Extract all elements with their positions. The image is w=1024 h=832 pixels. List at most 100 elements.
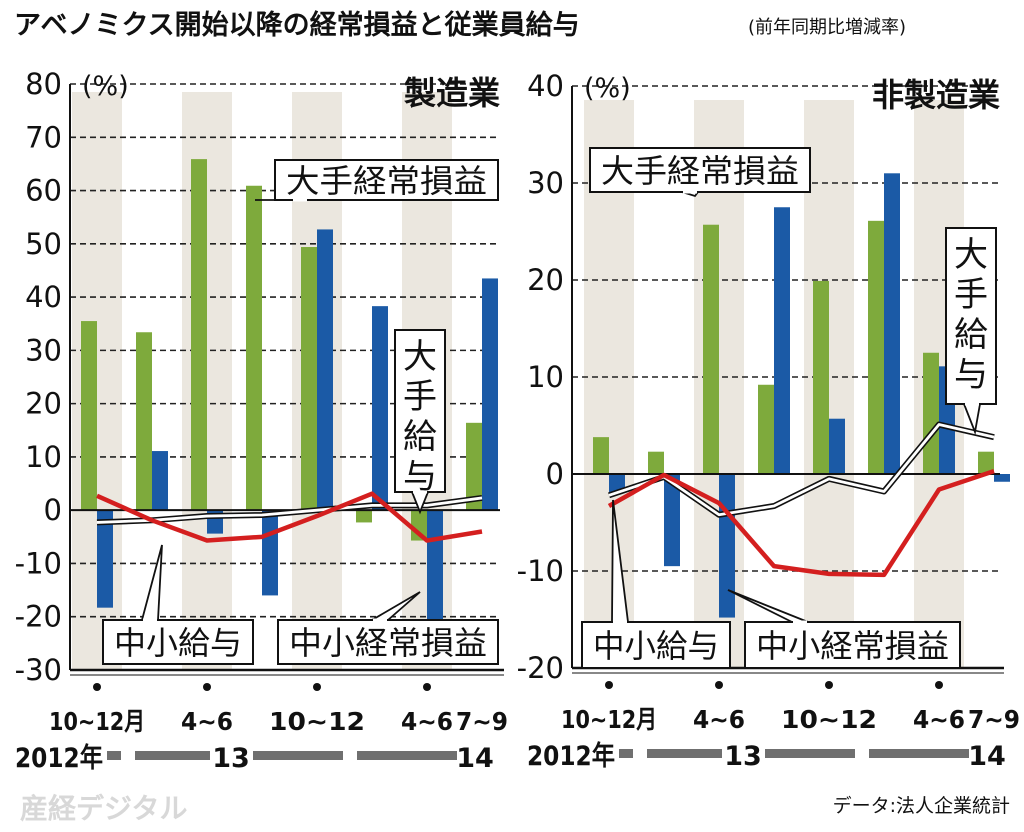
line-small-wage [607,468,995,578]
callout-label: 大手経常損益 [601,152,799,190]
callout-pointer [727,589,809,623]
bar-large-profit [301,247,317,511]
bar-small-profit [829,418,845,474]
year-label: 2012年 [527,740,615,772]
bar-small-profit [994,474,1010,482]
callout-pointer [371,591,421,621]
bar-small-profit [774,207,790,474]
x-tick-dot [935,681,943,689]
chart-title: アベノミクス開始以降の経常損益と従業員給与 [14,9,580,41]
callout-label: 中小給与 [114,624,242,662]
callout: 中小給与 [102,544,254,665]
y-tick-label: -30 [15,653,62,687]
bar-large-profit [81,321,97,511]
callout-label: 大手経常損益 [286,162,487,200]
x-tick-label: 4~6 [913,705,965,734]
callout-box [277,619,499,665]
callout: 中小経常損益 [277,591,499,665]
y-tick-label: 0 [546,457,564,491]
callout-box [744,621,961,669]
callout-char: 給 [954,315,988,355]
bar-large-profit [356,510,372,523]
shaded-band [584,100,634,668]
y-tick-label: 10 [25,440,62,474]
y-tick-label: 30 [25,333,62,367]
year-label: 2012年 [15,742,103,774]
y-tick-label: 0 [44,493,62,527]
callout-char: 手 [403,377,437,417]
bar-large-profit [466,422,482,511]
y-tick-label: 30 [527,166,564,200]
callout: 大手給与 [945,227,997,436]
year-divider [135,751,210,760]
year-divider [107,751,121,760]
callout-char: 大 [954,235,988,275]
x-tick-dot [715,681,723,689]
y-tick-label: -10 [15,546,62,580]
bar-large-profit [191,159,207,511]
callout: 大手経常損益 [255,159,499,202]
callout-pointer [141,544,163,621]
y-unit-label: (%) [82,71,129,102]
bar-small-profit [609,474,625,493]
year-divider [647,749,722,758]
y-tick-label: 60 [25,174,62,208]
y-tick-label: 80 [25,67,62,101]
x-tick-label: 7~9 [456,707,508,736]
x-tick-dot [313,683,321,691]
year-divider [357,751,457,760]
x-tick-dot [93,683,101,691]
bar-small-profit [719,474,735,618]
bar-large-profit [978,451,994,474]
x-tick-label: 10~12月 [49,707,145,736]
bar-small-profit [152,451,168,511]
callout-box [589,147,811,193]
y-tick-label: 40 [527,69,564,103]
callout-label: 中小給与 [593,627,719,665]
bar-large-profit [703,224,719,474]
callout-char: 給 [403,417,437,457]
year-divider [765,749,855,758]
y-tick-label: 40 [25,280,62,314]
bar-small-profit [884,173,900,475]
x-tick-label: 10~12 [269,707,365,736]
chart-subtitle: (前年同期比増減率) [748,17,906,38]
x-tick-label: 4~6 [401,707,453,736]
callout-pointer [411,491,429,515]
line-small-wage [96,491,483,543]
callout-box [581,621,731,669]
callout-char: 与 [403,457,437,497]
bar-large-profit [868,220,884,474]
callout-box [274,159,499,201]
x-tick-label: 7~9 [968,705,1020,734]
x-tick-dot [605,681,613,689]
panel-title: 非製造業 [872,76,1000,114]
callout-char: 手 [954,275,988,315]
x-tick-dot [203,683,211,691]
bar-small-profit [482,278,498,511]
x-tick-label: 10~12 [781,705,877,734]
panel-title: 製造業 [404,74,500,112]
chart-panel-1: 80 70 60 50 40 30 20 10 0 -10 -20 -30 (%) 製造業大手経常損益大手… [15,67,508,774]
x-tick-label: 10~12月 [561,705,657,734]
callout: 中小経常損益 [727,589,961,669]
y-tick-label: -20 [15,600,62,634]
y-tick-label: 10 [527,360,564,394]
year-label: 14 [456,743,494,774]
callout-box [945,227,997,405]
bar-small-profit [317,229,333,511]
bar-large-profit [923,352,939,474]
callout-char: 与 [954,355,988,395]
bar-large-profit [758,384,774,474]
y-tick-label: 20 [527,263,564,297]
bar-large-profit [648,451,664,474]
y-unit-label: (%) [584,73,631,104]
bar-large-profit [246,185,262,511]
line-large-wage [608,423,995,517]
bar-large-profit [593,437,609,474]
bar-large-profit [136,332,152,511]
callout-label: 大手給与 [403,337,437,497]
bar-small-profit [372,306,388,511]
